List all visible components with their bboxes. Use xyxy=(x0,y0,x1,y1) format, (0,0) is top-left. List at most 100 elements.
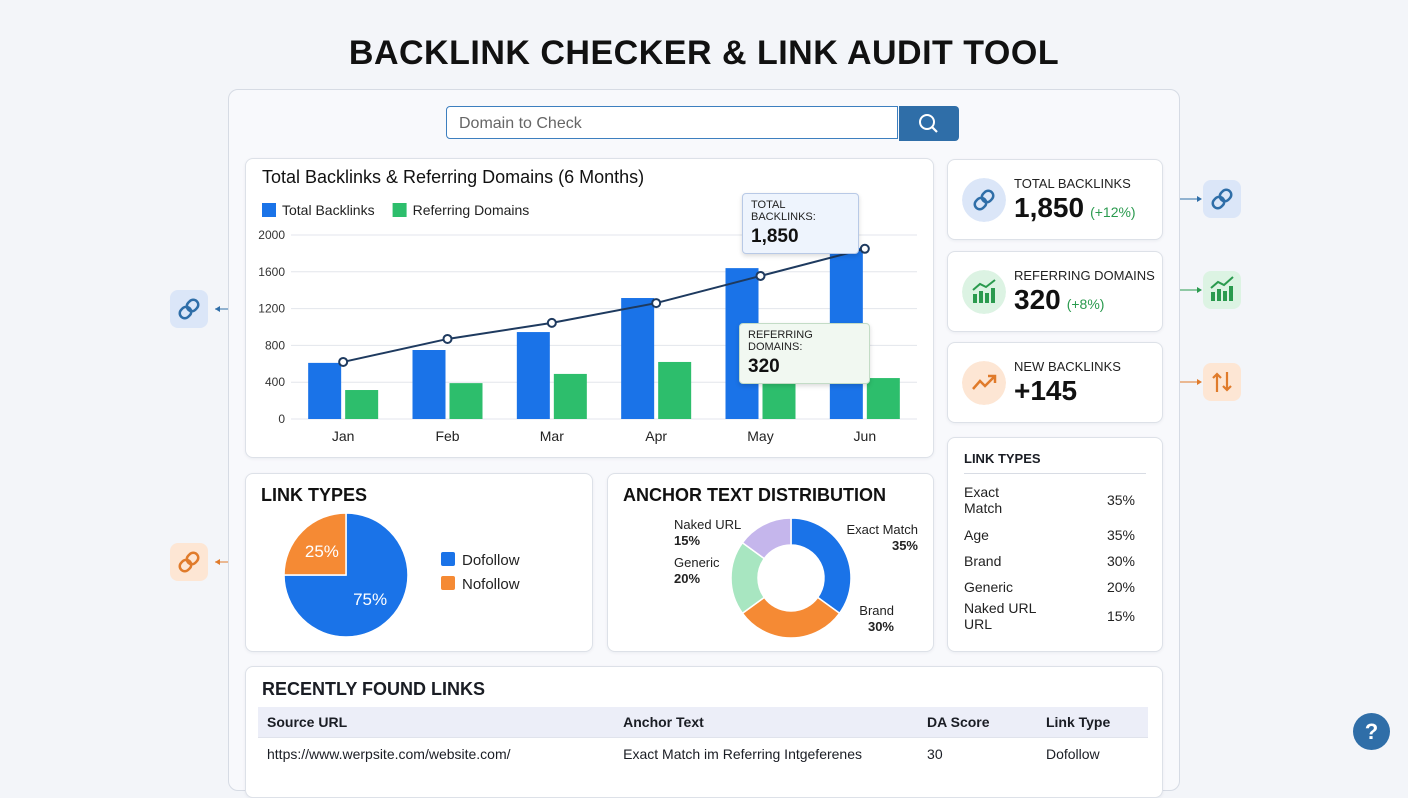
row-name: Age xyxy=(964,527,989,543)
kpi-card: TOTAL BACKLINKS 1,850 (+12%) xyxy=(947,159,1163,240)
column-header: Anchor Text xyxy=(614,707,919,738)
kpi-value: 1,850 (+12%) xyxy=(1014,192,1136,224)
y-tick-label: 800 xyxy=(265,338,285,352)
column-header: Link Type xyxy=(1036,707,1148,738)
trend-point xyxy=(546,317,557,328)
tooltip: REFERRING DOMAINS: 320 xyxy=(739,323,870,384)
y-tick-label: 400 xyxy=(265,375,285,389)
y-tick-label: 1200 xyxy=(258,302,285,316)
kpi-value: +145 xyxy=(1014,375,1077,407)
bar xyxy=(412,350,446,419)
x-tick-label: Mar xyxy=(540,428,564,444)
trend-point xyxy=(338,356,349,367)
right-icons xyxy=(1162,180,1241,401)
search-icon xyxy=(919,114,938,133)
column-header: Source URL xyxy=(258,707,615,738)
trend-point xyxy=(859,243,870,254)
slice-name: Exact Match xyxy=(846,522,918,537)
trend-point xyxy=(442,333,453,344)
column-header: DA Score xyxy=(918,707,1037,738)
slice-name: Naked URL xyxy=(674,517,741,532)
chart-title: ANCHOR TEXT DISTRIBUTION xyxy=(623,485,886,505)
table-row: Naked URL URL 15% xyxy=(964,600,1135,632)
row-value: 30% xyxy=(1106,553,1135,569)
slice-name: Brand xyxy=(859,603,894,618)
x-tick-label: Jan xyxy=(332,428,355,444)
donut-slice xyxy=(790,517,852,615)
bar xyxy=(516,332,550,419)
recent-links-card: RECENTLY FOUND LINKS Source URL Anchor Te… xyxy=(245,666,1163,798)
row-name: Brand xyxy=(964,553,1002,569)
page: BACKLINK CHECKER & LINK AUDIT TOOL Domai… xyxy=(170,34,1390,798)
card-title: RECENTLY FOUND LINKS xyxy=(262,679,486,699)
row-value: 15% xyxy=(1106,608,1135,624)
kpi-label: REFERRING DOMAINS xyxy=(1014,267,1155,283)
kpi-card: REFERRING DOMAINS 320 (+8%) xyxy=(947,250,1163,332)
kpi-icon xyxy=(962,178,1006,222)
table-row: Exact Match 35% xyxy=(964,484,1135,516)
legend-swatch xyxy=(441,576,455,590)
slice-label: 75% xyxy=(353,590,387,609)
y-tick-label: 2000 xyxy=(258,228,285,242)
pie-chart: LINK TYPES 75% Dofollow 25% Nofollow xyxy=(261,485,520,638)
table-row: Brand 30% xyxy=(964,548,1135,574)
bar xyxy=(449,383,483,419)
kpi-icon xyxy=(962,269,1006,314)
legend-swatch xyxy=(441,552,455,566)
domain-input[interactable]: Domain to Check xyxy=(446,106,898,139)
slice-label: 30% xyxy=(868,619,894,634)
kpi-icon xyxy=(962,361,1006,405)
help-button[interactable]: ? xyxy=(1353,713,1390,750)
recent-links-table: Source URL Anchor Text DA Score Link Type ht… xyxy=(258,707,1148,769)
kpi-card: NEW BACKLINKS +145 xyxy=(947,342,1163,423)
table-cell: 30 xyxy=(918,737,1037,769)
bar xyxy=(553,373,587,419)
x-tick-label: Apr xyxy=(645,428,667,444)
kpi-value: 320 (+8%) xyxy=(1014,284,1104,316)
chart-title: Total Backlinks & Referring Domains (6 M… xyxy=(262,167,644,187)
search-button[interactable] xyxy=(899,106,959,141)
row-name: Generic xyxy=(964,579,1014,595)
table-row: Generic 20% xyxy=(964,574,1135,600)
page-title: BACKLINK CHECKER & LINK AUDIT TOOL xyxy=(348,34,1060,72)
table-cell: Exact Match im Referring Intgeferenes xyxy=(614,737,919,769)
slice-label: 35% xyxy=(892,538,918,553)
card-title: LINK TYPES xyxy=(964,451,1041,466)
y-tick-label: 0 xyxy=(278,412,285,426)
divider xyxy=(964,473,1146,474)
table-row: Age 35% xyxy=(964,522,1135,548)
slice-name: Generic xyxy=(674,555,720,570)
pie-slice xyxy=(283,512,347,576)
row-value: 20% xyxy=(1106,579,1135,595)
x-tick-label: Jun xyxy=(854,428,877,444)
pie-card: LINK TYPES 75% Dofollow 25% Nofollow xyxy=(245,473,593,652)
bar xyxy=(866,378,900,419)
kpi-number: 320 xyxy=(1014,283,1061,315)
table-cell: https://www.werpsite.com/website.com/ xyxy=(258,737,615,769)
bar xyxy=(308,362,342,419)
kpi-number: +145 xyxy=(1014,375,1078,406)
row-value: 35% xyxy=(1106,527,1135,543)
x-tick-label: May xyxy=(747,428,773,444)
table-row: https://www.werpsite.com/website.com/Exa… xyxy=(258,737,1148,769)
header-row: Source URL Anchor Text DA Score Link Type xyxy=(258,707,1148,738)
kpi-change: (+12%) xyxy=(1090,204,1136,220)
tooltip-label: REFERRING DOMAINS: xyxy=(748,329,813,353)
trend-point xyxy=(651,298,662,309)
tooltip-label: TOTAL BACKLINKS: xyxy=(751,199,816,223)
row-value: 35% xyxy=(1106,492,1135,508)
slice-label: 15% xyxy=(674,533,700,548)
bar xyxy=(345,390,379,419)
legend-label: Total Backlinks xyxy=(282,202,375,218)
trend-line xyxy=(342,247,866,363)
link-types-card: LINK TYPES Exact Match 35% Age 35% Brand 30% G… xyxy=(947,437,1163,652)
slice-label: 25% xyxy=(305,542,339,561)
donut-card: ANCHOR TEXT DISTRIBUTION Exact Match 35% B… xyxy=(607,473,934,652)
kpi-number: 1,850 xyxy=(1014,192,1085,223)
chart-title: LINK TYPES xyxy=(261,485,367,505)
link-types-rows: Exact Match 35% Age 35% Brand 30% Generic 20% Na… xyxy=(964,484,1135,638)
main-chart-card: Total Backlinks & Referring Domains (6 M… xyxy=(245,158,934,458)
row-name: Exact Match xyxy=(964,484,1003,516)
legend-label: Referring Domains xyxy=(413,202,530,218)
